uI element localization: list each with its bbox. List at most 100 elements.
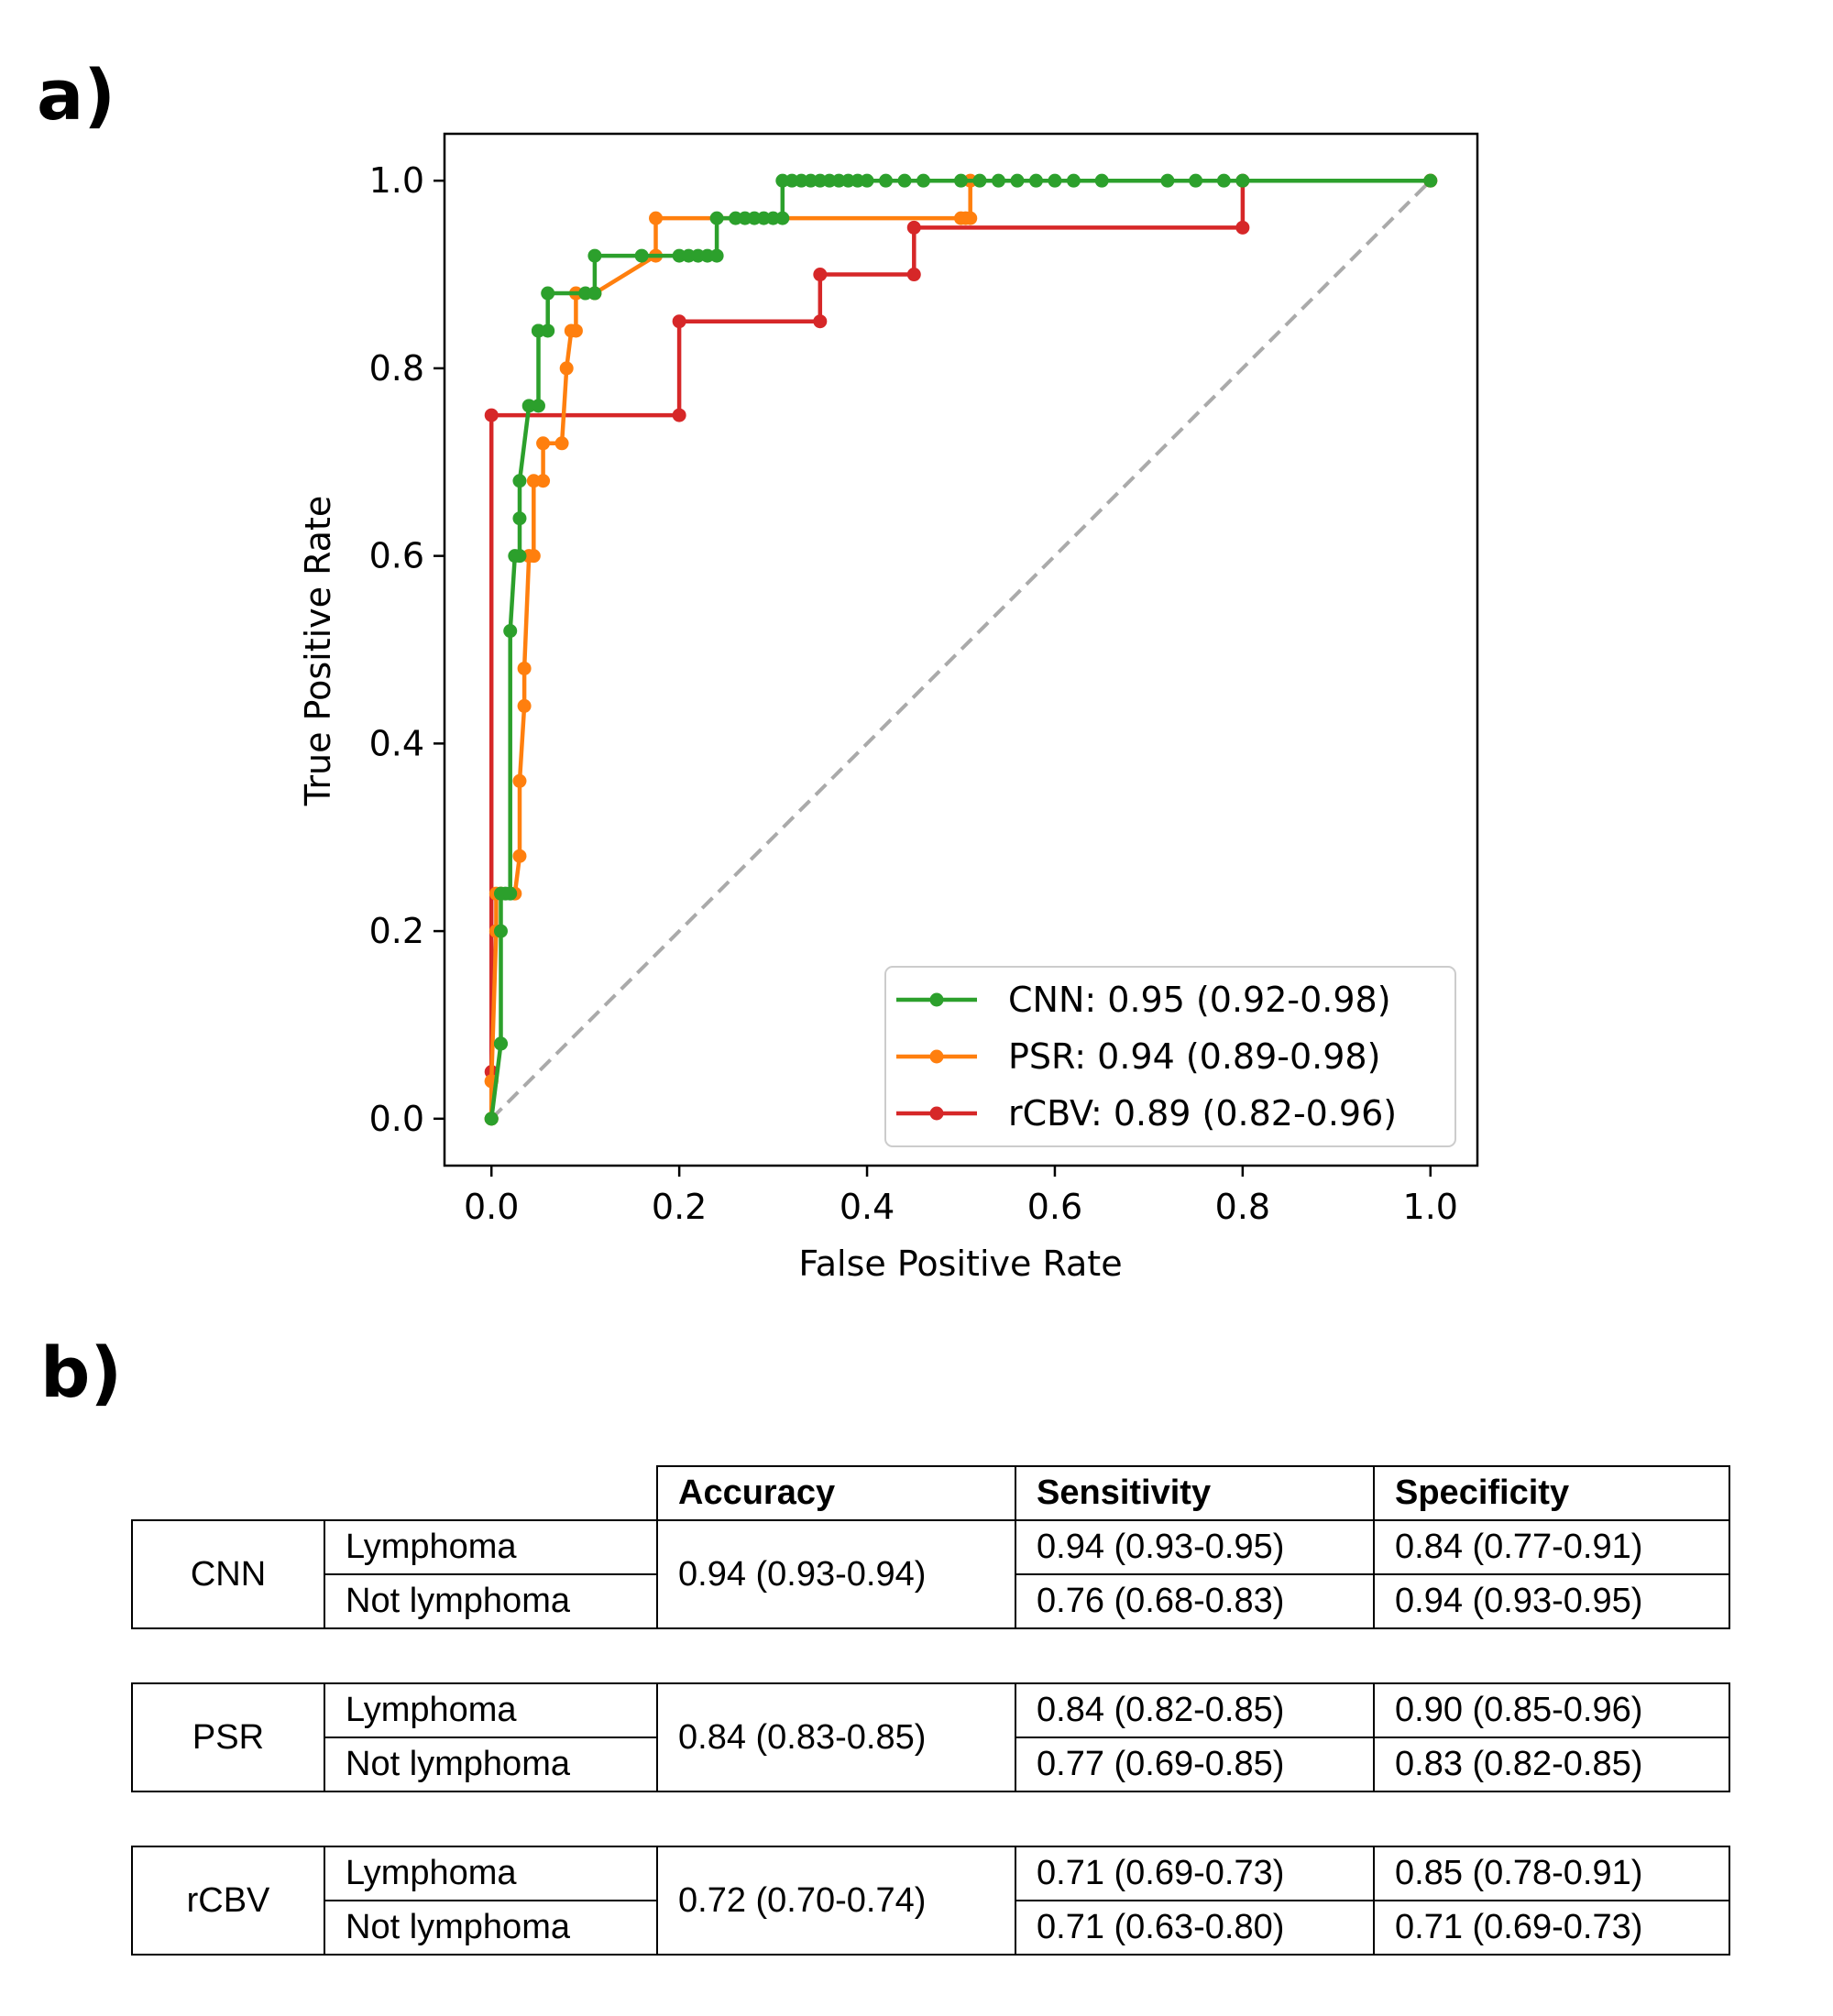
data-point [512,474,527,488]
data-point [1423,173,1438,188]
model-rcbv: rCBV [131,1846,325,1956]
specificity-value: 0.85 (0.78-0.91) [1373,1846,1730,1901]
x-tick-label: 0.8 [1215,1187,1270,1227]
data-point [512,773,527,788]
data-point [517,698,532,713]
data-point [541,286,555,301]
data-point [813,268,828,282]
accuracy-value: 0.84 (0.83-0.85) [656,1682,1016,1792]
sensitivity-value: 0.84 (0.82-0.85) [1015,1682,1375,1738]
data-point [672,408,686,422]
data-point [709,211,724,225]
data-point [681,248,696,263]
data-point [766,211,781,225]
class-label: Not lymphoma [324,1737,658,1792]
data-point [963,211,978,225]
data-point [906,220,921,235]
specificity-value: 0.90 (0.85-0.96) [1373,1682,1730,1738]
data-point [738,211,752,225]
data-point [1010,173,1025,188]
metrics-table: Accuracy Sensitivity Specificity CNN Lym… [131,1465,1730,1960]
sensitivity-value: 0.71 (0.63-0.80) [1015,1900,1375,1956]
data-point [503,624,518,639]
data-point [756,211,771,225]
data-point [1160,173,1175,188]
data-point [972,173,987,188]
data-point [729,211,743,225]
header-specificity: Specificity [1373,1465,1730,1521]
data-point [831,173,846,188]
data-point [813,173,828,188]
legend-label: PSR: 0.94 (0.89-0.98) [1008,1036,1380,1077]
model-psr: PSR [131,1682,325,1792]
data-point [794,173,808,188]
chance-diagonal [489,179,1432,1121]
data-point [785,173,799,188]
data-point [587,286,602,301]
legend-marker [929,1106,944,1121]
data-point [691,248,706,263]
data-point [559,361,574,376]
data-point [484,1112,499,1126]
legend: CNN: 0.95 (0.92-0.98) PSR: 0.94 (0.89-0.9… [884,966,1456,1147]
data-point [1048,173,1062,188]
data-point [804,173,818,188]
specificity-value: 0.94 (0.93-0.95) [1373,1573,1730,1629]
data-point [841,173,856,188]
data-point [512,549,527,564]
data-point [672,314,686,329]
data-point [775,173,790,188]
data-point [521,399,536,413]
sensitivity-value: 0.94 (0.93-0.95) [1015,1519,1375,1575]
data-point [484,408,499,422]
data-point [536,436,551,451]
series-line [488,178,1431,1119]
header-accuracy: Accuracy [656,1465,1016,1521]
data-point [879,173,894,188]
data-point [700,248,715,263]
data-point [775,211,790,225]
data-point [587,248,602,263]
data-point [531,323,545,338]
legend-label: CNN: 0.95 (0.92-0.98) [1008,980,1391,1020]
series-0 [484,173,1438,1126]
header-sensitivity: Sensitivity [1015,1465,1375,1521]
x-tick-label: 0.4 [840,1187,895,1227]
class-label: Lymphoma [324,1519,658,1575]
y-tick-label: 0.6 [369,536,424,576]
class-label: Lymphoma [324,1682,658,1738]
data-point [512,511,527,526]
data-point [860,173,874,188]
data-point [493,924,508,938]
data-point [1216,173,1231,188]
accuracy-value: 0.94 (0.93-0.94) [656,1519,1016,1629]
y-tick-label: 0.8 [369,348,424,389]
data-point [526,549,541,564]
data-point [541,323,555,338]
data-point [1189,173,1203,188]
class-label: Lymphoma [324,1846,658,1901]
specificity-value: 0.83 (0.82-0.85) [1373,1737,1730,1792]
x-tick-label: 0.0 [464,1187,519,1227]
data-point [1066,173,1081,188]
y-tick-label: 0.4 [369,723,424,763]
model-cnn: CNN [131,1519,325,1629]
data-point [954,173,968,188]
y-tick-label: 0.2 [369,911,424,951]
x-tick-label: 0.6 [1027,1187,1082,1227]
y-axis-title: True Positive Rate [298,496,338,807]
class-label: Not lymphoma [324,1900,658,1956]
plot-frame [443,132,1479,1167]
class-label: Not lymphoma [324,1573,658,1629]
data-point [649,211,664,225]
data-point [493,1036,508,1051]
data-point [503,886,518,901]
data-point [916,173,931,188]
accuracy-value: 0.72 (0.70-0.74) [656,1846,1016,1956]
data-point [851,173,865,188]
legend-marker [929,1049,944,1064]
x-tick-label: 1.0 [1403,1187,1458,1227]
data-point [526,474,541,488]
ticks-layer: 0.0 0.2 0.4 0.6 0.8 1.0 0.0 0.2 0.4 0.6 0.8 1.0 [369,160,1458,1227]
legend-marker [929,992,944,1007]
